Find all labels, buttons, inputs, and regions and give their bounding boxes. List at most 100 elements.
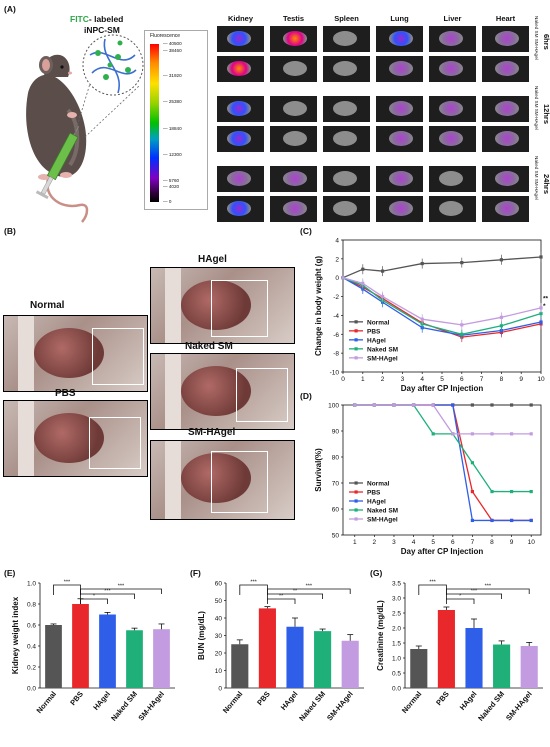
series-line — [342, 277, 542, 326]
y-tick-label: 10 — [215, 668, 223, 675]
data-point — [490, 518, 494, 523]
organ-image — [482, 126, 529, 152]
y-tick-label: -8 — [333, 351, 339, 358]
data-point — [509, 489, 514, 494]
chart-D: 100 90 80 70 60 50 1 2 3 4 5 6 7 8 9 10 Day after CP Inj… — [314, 403, 542, 556]
significance-bracket — [445, 588, 530, 594]
data-point — [451, 403, 455, 407]
significance-bracket — [239, 584, 268, 595]
x-tick-label: 0 — [341, 376, 345, 383]
x-tick-label: Normal — [400, 690, 424, 716]
organ-image — [376, 26, 423, 52]
y-tick-label: 60 — [215, 581, 223, 588]
bar — [410, 649, 428, 688]
significance-bracket — [266, 593, 324, 599]
data-point — [499, 324, 503, 328]
y-tick-label: 40 — [215, 616, 223, 623]
data-point — [539, 311, 543, 316]
data-point — [490, 403, 494, 407]
photo-label-hagel: HAgel — [198, 254, 227, 265]
organ-image — [217, 56, 264, 82]
bar — [126, 630, 143, 688]
significance-label: ** — [279, 594, 284, 600]
series-line — [342, 256, 542, 279]
y-tick-label: 0.0 — [27, 686, 36, 693]
y-tick-label: 2.0 — [392, 626, 401, 633]
organ-image — [482, 26, 529, 52]
timepoint-label: 24hrs — [542, 174, 550, 195]
legend-label: Naked SM — [367, 346, 398, 353]
y-tick-label: 0.5 — [392, 671, 401, 678]
x-tick-label: SM-HAgel — [325, 690, 355, 723]
colorbar-tick-label: — 18840 — [163, 125, 182, 131]
data-point — [431, 432, 435, 436]
organ-header: Heart — [495, 14, 516, 23]
colorbar-tick-label: — 5760 — [163, 177, 180, 183]
y-tick-label: 90 — [332, 429, 340, 436]
organ-header: Liver — [443, 14, 462, 23]
significance-bracket — [266, 588, 351, 594]
data-point — [420, 261, 424, 266]
legend-marker — [354, 320, 358, 324]
y-tick-label: 80 — [332, 455, 340, 462]
data-point — [420, 317, 424, 321]
y-tick-label: -10 — [330, 370, 340, 377]
x-tick-label: 1 — [353, 539, 357, 546]
legend-marker — [354, 347, 358, 351]
kidney-photo-naked — [150, 353, 295, 430]
organ-blob — [389, 131, 413, 146]
organ-image — [323, 196, 370, 222]
organ-blob — [389, 101, 413, 116]
data-point — [470, 403, 474, 407]
y-tick-label: 0 — [218, 686, 222, 693]
kidney-photos: Normal PBS HAgel Naked SM SM-HAgel — [0, 240, 300, 565]
legend-label: SM-HAgel — [367, 517, 398, 524]
timepoint-label: 12hrs — [542, 104, 550, 125]
organ-image — [429, 196, 476, 222]
significance-label: *** — [471, 589, 478, 595]
bar — [437, 610, 455, 688]
x-tick-label: 5 — [431, 539, 435, 546]
data-point — [361, 267, 365, 271]
colorbar-tick-label: — 40500 — [163, 41, 182, 46]
legend-marker — [354, 508, 358, 512]
legend-label: Normal — [367, 319, 390, 326]
legend-marker — [354, 356, 358, 360]
photo-label-normal: Normal — [30, 300, 65, 311]
x-tick-label: 7 — [480, 376, 484, 383]
chart-F: 0 10 20 30 40 50 60 BUN (mg/dL) Normal PBS HAgelNa… — [197, 580, 364, 723]
y-tick-label: 0.6 — [27, 623, 36, 630]
organ-blob — [333, 61, 357, 76]
organ-header: Kidney — [227, 14, 253, 23]
tissue-strip — [18, 316, 34, 391]
organ-image — [376, 196, 423, 222]
organ-image — [270, 196, 317, 222]
kidney-photo-hagel — [150, 267, 295, 344]
significance-bracket — [80, 598, 108, 604]
y-tick-label: 100 — [328, 403, 339, 410]
significance-label: *** — [485, 584, 492, 590]
x-tick-label: PBS — [434, 690, 451, 708]
bar — [493, 644, 511, 688]
x-tick-label: 9 — [510, 539, 514, 546]
legend-marker — [354, 481, 358, 485]
legend-label: PBS — [367, 490, 381, 497]
x-tick-label: Normal — [221, 690, 245, 716]
x-tick-label: 3 — [392, 539, 396, 546]
tissue-strip — [165, 441, 181, 519]
fitc-rest: - labeled — [88, 14, 124, 24]
organ-image — [270, 56, 317, 82]
organ-grid: Kidney Testis Spleen Lung Liver Heart — [214, 14, 532, 222]
organ-blob — [227, 101, 251, 116]
data-point — [470, 432, 474, 436]
data-point — [361, 281, 365, 285]
bar — [72, 604, 89, 688]
organ-image — [376, 96, 423, 122]
panel-label-d: (D) — [300, 391, 312, 401]
colorbar-tick-label: — 4020 — [163, 183, 180, 189]
y-axis-title: Survival(%) — [314, 448, 323, 492]
y-axis-title: BUN (mg/dL) — [197, 611, 206, 660]
highlight-box — [89, 417, 141, 469]
organ-blob — [227, 171, 251, 186]
significance-label: *** — [64, 580, 71, 586]
